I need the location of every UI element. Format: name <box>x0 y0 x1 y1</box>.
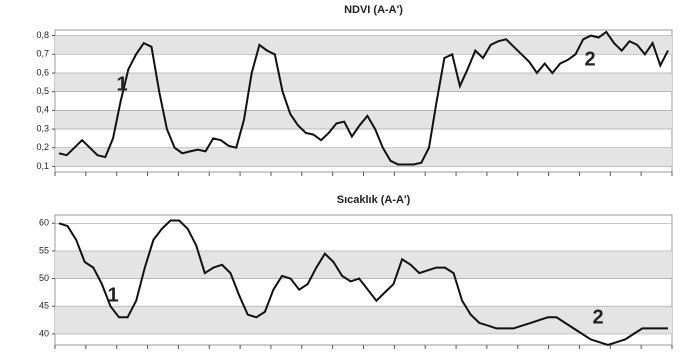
data-line <box>58 219 668 347</box>
grid-band <box>55 147 672 167</box>
y-tick-label: 50 <box>39 273 49 283</box>
annotation: 2 <box>584 48 595 70</box>
y-tick-label: 45 <box>39 301 49 311</box>
y-tick-label: 55 <box>39 245 49 255</box>
y-tick-label: 0,8 <box>36 30 49 40</box>
y-tick-label: 0,6 <box>36 67 49 77</box>
y-tick-label: 0,3 <box>36 123 49 133</box>
y-tick-label: 60 <box>39 218 49 228</box>
chart-title: NDVI (A-A') <box>344 4 403 16</box>
annotation: 1 <box>107 284 118 306</box>
y-tick-label: 40 <box>39 328 49 338</box>
grid-band <box>55 250 672 279</box>
annotation: 1 <box>116 73 127 95</box>
y-tick-label: 0,7 <box>36 49 49 59</box>
grid-band <box>55 306 672 334</box>
y-tick-label: 0,5 <box>36 86 49 96</box>
data-line <box>58 30 669 166</box>
y-tick-label: 0,2 <box>36 142 49 152</box>
y-tick-label: 0,4 <box>36 105 49 115</box>
chart-title: Sıcaklık (A-A') <box>337 194 411 206</box>
grid-band <box>55 72 672 92</box>
annotation: 2 <box>592 306 603 328</box>
y-tick-label: 0,1 <box>36 161 49 171</box>
